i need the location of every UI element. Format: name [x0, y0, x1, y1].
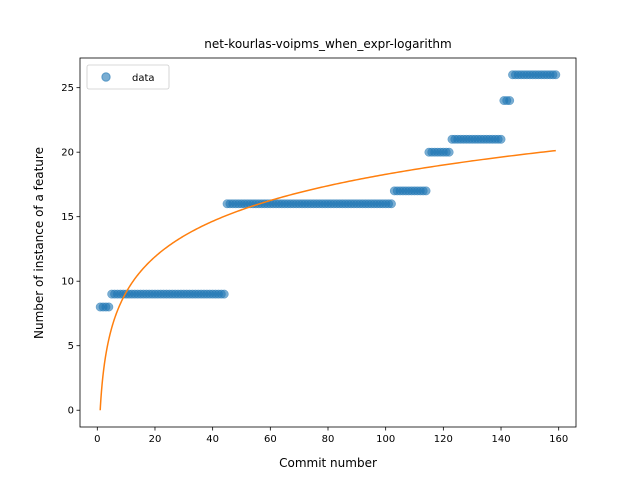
x-tick-label: 20	[149, 434, 162, 445]
data-point	[104, 302, 114, 312]
plot-area: 0 20 40 60 80 100 120 140 160 0 5 10 15 20 25 data	[61, 57, 577, 445]
legend-marker	[101, 72, 111, 82]
x-tick-label: 120	[434, 434, 453, 445]
data-point	[444, 147, 454, 157]
data-point	[421, 186, 431, 196]
y-tick-label: 0	[68, 406, 74, 417]
y-tick-label: 10	[61, 277, 74, 288]
x-tick-label: 160	[549, 434, 568, 445]
y-tick-label: 25	[61, 83, 74, 94]
legend-box	[86, 64, 170, 90]
x-tick-label: 80	[322, 434, 335, 445]
fit-line	[99, 149, 556, 411]
data-point	[219, 289, 229, 299]
x-axis-label: Commit number	[279, 456, 377, 470]
legend-label: data	[132, 73, 155, 84]
y-tick-label: 15	[61, 212, 74, 223]
axes-frame	[79, 57, 577, 428]
data-point	[505, 96, 515, 106]
x-tick-label: 60	[264, 434, 277, 445]
x-tick-label: 140	[491, 434, 510, 445]
data-point	[386, 199, 396, 209]
y-tick-label: 5	[68, 341, 74, 352]
x-tick-label: 0	[94, 434, 100, 445]
chart-title: net-kourlas-voipms_when_expr-logarithm	[204, 37, 451, 51]
y-axis-label: Number of instance of a feature	[32, 147, 46, 339]
data-point	[551, 70, 561, 80]
x-tick-label: 40	[206, 434, 219, 445]
y-tick-label: 20	[61, 148, 74, 159]
x-tick-label: 100	[376, 434, 395, 445]
data-point	[496, 134, 506, 144]
